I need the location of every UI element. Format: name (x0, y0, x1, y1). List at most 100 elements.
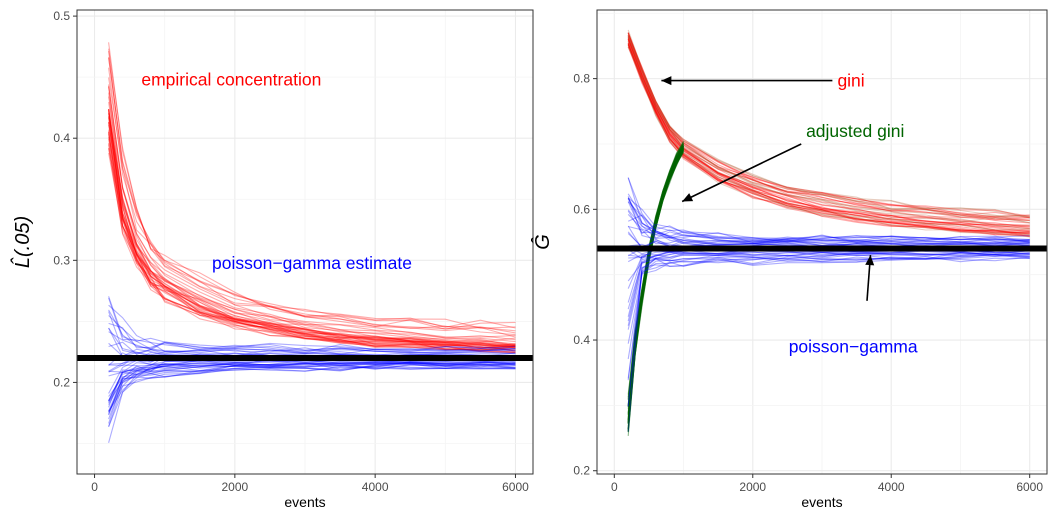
series-line-empirical-concentration (108, 48, 516, 329)
annotation-arrow (681, 143, 802, 203)
series-line-gini (627, 45, 1030, 233)
series-line-poisson-gamma (627, 252, 1030, 322)
series-line-poisson-gamma (627, 177, 1030, 244)
series-line-poisson-gamma-estimate (108, 361, 516, 403)
y-tick-label: 0.4 (573, 333, 590, 347)
series-line-adjusted-gini (627, 145, 684, 422)
series-line-poisson-gamma-estimate (108, 361, 516, 413)
series-line-gini (627, 42, 1030, 234)
series-line-poisson-gamma-estimate (108, 315, 516, 352)
series-line-adjusted-gini (627, 145, 684, 409)
x-tick-label: 4000 (878, 480, 905, 494)
series-line-gini (627, 35, 1030, 227)
series-line-poisson-gamma (627, 233, 1030, 248)
series-line-poisson-gamma-estimate (108, 365, 516, 428)
series-line-empirical-concentration (108, 108, 516, 347)
series-line-empirical-concentration (108, 148, 516, 349)
series-line-gini (627, 29, 1030, 217)
series-line-adjusted-gini (627, 145, 684, 424)
annotation-empirical-concentration: empirical concentration (141, 70, 321, 90)
series-line-poisson-gamma (627, 197, 1030, 245)
series-line-poisson-gamma (627, 210, 1030, 243)
series-line-adjusted-gini (627, 142, 684, 407)
series-line-gini (627, 40, 1030, 233)
right-gridlines (597, 10, 1047, 474)
series-line-gini (627, 41, 1030, 236)
annotation-poisson-gamma: poisson−gamma (789, 337, 918, 357)
x-tick-label: 0 (91, 480, 98, 494)
series-line-empirical-concentration (108, 102, 516, 345)
series-line-poisson-gamma (627, 197, 1030, 245)
series-line-adjusted-gini (627, 147, 684, 422)
left-series-lines (108, 42, 516, 443)
series-line-poisson-gamma-estimate (108, 311, 516, 357)
left-plot-frame (76, 9, 534, 475)
series-line-poisson-gamma-estimate (108, 360, 516, 397)
series-line-gini (627, 44, 1030, 236)
left-gridlines (77, 10, 533, 474)
series-line-gini (627, 43, 1030, 238)
series-line-adjusted-gini (627, 141, 684, 395)
series-line-poisson-gamma-estimate (108, 341, 516, 357)
series-line-poisson-gamma-estimate (108, 365, 516, 408)
series-line-adjusted-gini (627, 149, 685, 430)
series-line-adjusted-gini (627, 148, 684, 429)
series-line-empirical-concentration (108, 42, 516, 329)
series-line-empirical-concentration (108, 50, 516, 334)
x-tick-label: 6000 (502, 480, 529, 494)
series-line-empirical-concentration (108, 131, 516, 352)
series-line-poisson-gamma (627, 250, 1030, 326)
series-line-gini (627, 32, 1030, 218)
series-line-gini (627, 37, 1030, 229)
x-tick-label: 6000 (1016, 480, 1043, 494)
series-line-gini (627, 38, 1030, 226)
series-line-poisson-gamma-estimate (108, 361, 516, 402)
x-tick-label: 0 (611, 480, 618, 494)
left-y-axis-label: L̂(.05) (11, 216, 34, 268)
series-line-gini (627, 32, 1030, 217)
series-line-empirical-concentration (108, 138, 516, 354)
series-line-adjusted-gini (627, 144, 684, 405)
y-tick-label: 0.4 (53, 131, 70, 145)
y-tick-label: 0.5 (53, 9, 70, 23)
series-line-poisson-gamma-estimate (108, 363, 516, 412)
series-line-adjusted-gini (627, 148, 684, 423)
series-line-empirical-concentration (108, 86, 516, 338)
series-line-poisson-gamma (627, 197, 1030, 244)
series-line-empirical-concentration (108, 67, 516, 338)
series-line-poisson-gamma (627, 214, 1030, 241)
series-line-poisson-gamma-estimate (108, 297, 516, 353)
series-line-adjusted-gini (627, 142, 684, 398)
right-x-axis-ticks: 0 2000 4000 6000 (611, 474, 1043, 494)
series-line-empirical-concentration (108, 152, 516, 351)
series-line-poisson-gamma-estimate (108, 363, 516, 416)
series-line-adjusted-gini (627, 148, 685, 430)
series-line-gini (627, 39, 1030, 227)
series-line-gini (627, 41, 1030, 231)
series-line-adjusted-gini (627, 143, 684, 406)
series-line-gini (627, 37, 1030, 228)
series-line-empirical-concentration (108, 144, 516, 354)
series-line-empirical-concentration (108, 147, 516, 353)
series-line-adjusted-gini (627, 148, 684, 430)
series-line-adjusted-gini (627, 146, 684, 420)
series-line-gini (627, 32, 1030, 219)
series-line-adjusted-gini (627, 150, 684, 436)
right-panel: gini adjusted gini poisson−gamma 0 2000 … (531, 9, 1048, 510)
series-line-poisson-gamma (627, 254, 1030, 407)
series-line-adjusted-gini (627, 143, 684, 401)
series-line-poisson-gamma-estimate (108, 364, 516, 427)
annotation-poisson-gamma-estimate: poisson−gamma estimate (212, 253, 412, 273)
series-line-adjusted-gini (627, 145, 684, 407)
series-line-gini (627, 44, 1030, 236)
series-line-adjusted-gini (627, 145, 684, 421)
series-line-empirical-concentration (108, 122, 516, 347)
series-line-gini (627, 35, 1030, 221)
series-line-empirical-concentration (108, 129, 516, 352)
series-line-poisson-gamma-estimate (108, 304, 516, 353)
series-line-adjusted-gini (627, 144, 684, 407)
series-line-poisson-gamma (628, 225, 1030, 248)
series-line-adjusted-gini (627, 150, 684, 433)
